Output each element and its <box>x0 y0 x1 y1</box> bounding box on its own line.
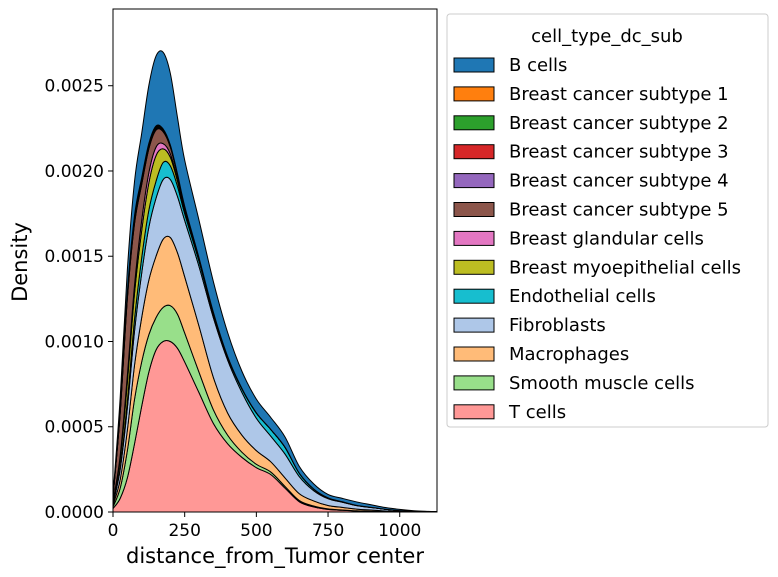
legend-swatch <box>453 115 495 131</box>
legend-item-endothelial-cells: Endothelial cells <box>453 286 656 307</box>
legend-item-t-cells: T cells <box>453 402 566 423</box>
legend-label: Breast cancer subtype 4 <box>509 171 729 192</box>
x-axis: 0 250 500 750 1000 <box>108 512 421 541</box>
legend-swatch <box>453 144 495 160</box>
legend-swatch <box>453 317 495 333</box>
y-axis: 0.0000 0.0005 0.0010 0.0015 0.0020 0.0025 <box>45 77 113 523</box>
legend-frame <box>446 13 769 428</box>
legend-item-breast-cancer-subtype-3: Breast cancer subtype 3 <box>453 142 729 163</box>
legend-swatch <box>453 259 495 275</box>
legend-label: B cells <box>509 55 567 76</box>
legend-swatch <box>453 375 495 391</box>
area-b-cells <box>113 50 437 512</box>
legend-swatch <box>453 173 495 189</box>
legend-swatch <box>453 404 495 420</box>
x-tick-label: 250 <box>168 521 200 541</box>
legend-item-breast-cancer-subtype-1: Breast cancer subtype 1 <box>453 84 729 105</box>
legend-label: Breast cancer subtype 5 <box>509 200 729 221</box>
legend-item-breast-glandular-cells: Breast glandular cells <box>453 228 704 249</box>
legend-item-fibroblasts: Fibroblasts <box>453 315 606 336</box>
legend-item-macrophages: Macrophages <box>453 344 629 365</box>
x-tick-label: 0 <box>108 521 119 541</box>
legend-label: Breast cancer subtype 2 <box>509 113 729 134</box>
x-tick-label: 1000 <box>378 521 421 541</box>
legend-title: cell_type_dc_sub <box>531 26 683 47</box>
x-tick-label: 750 <box>312 521 344 541</box>
y-axis-label: Density <box>8 222 32 302</box>
legend-item-breast-cancer-subtype-2: Breast cancer subtype 2 <box>453 113 729 134</box>
legend-swatch <box>453 346 495 362</box>
legend-label: Endothelial cells <box>509 286 656 307</box>
y-tick-label: 0.0025 <box>45 77 104 97</box>
legend-label: Macrophages <box>509 344 629 365</box>
legend-swatch <box>453 57 495 73</box>
legend-label: Breast glandular cells <box>509 228 704 249</box>
plot-frame <box>112 8 438 513</box>
legend-swatch <box>453 288 495 304</box>
stacked-areas <box>113 50 437 512</box>
legend: cell_type_dc_sub B cells Breast cancer su… <box>446 13 769 428</box>
x-tick-label: 500 <box>240 521 272 541</box>
y-tick-label: 0.0015 <box>45 247 104 267</box>
legend-item-b-cells: B cells <box>453 55 567 76</box>
y-tick-label: 0.0005 <box>45 418 104 438</box>
legend-swatch <box>453 202 495 217</box>
y-tick-label: 0.0010 <box>45 332 104 352</box>
legend-item-smooth-muscle-cells: Smooth muscle cells <box>453 373 695 394</box>
legend-label: Fibroblasts <box>509 315 606 336</box>
legend-label: Breast cancer subtype 1 <box>509 84 729 105</box>
legend-item-breast-myoepithelial-cells: Breast myoepithelial cells <box>453 257 741 278</box>
x-axis-label: distance_from_Tumor center <box>126 544 424 569</box>
legend-swatch <box>453 86 495 102</box>
y-tick-label: 0.0000 <box>45 503 104 523</box>
legend-label: Breast myoepithelial cells <box>509 257 741 278</box>
legend-label: T cells <box>508 402 566 423</box>
legend-item-breast-cancer-subtype-4: Breast cancer subtype 4 <box>453 171 729 192</box>
legend-label: Smooth muscle cells <box>509 373 695 394</box>
legend-label: Breast cancer subtype 3 <box>509 142 729 163</box>
legend-item-breast-cancer-subtype-5: Breast cancer subtype 5 <box>453 200 729 221</box>
legend-swatch <box>453 230 495 246</box>
y-tick-label: 0.0020 <box>45 162 104 182</box>
